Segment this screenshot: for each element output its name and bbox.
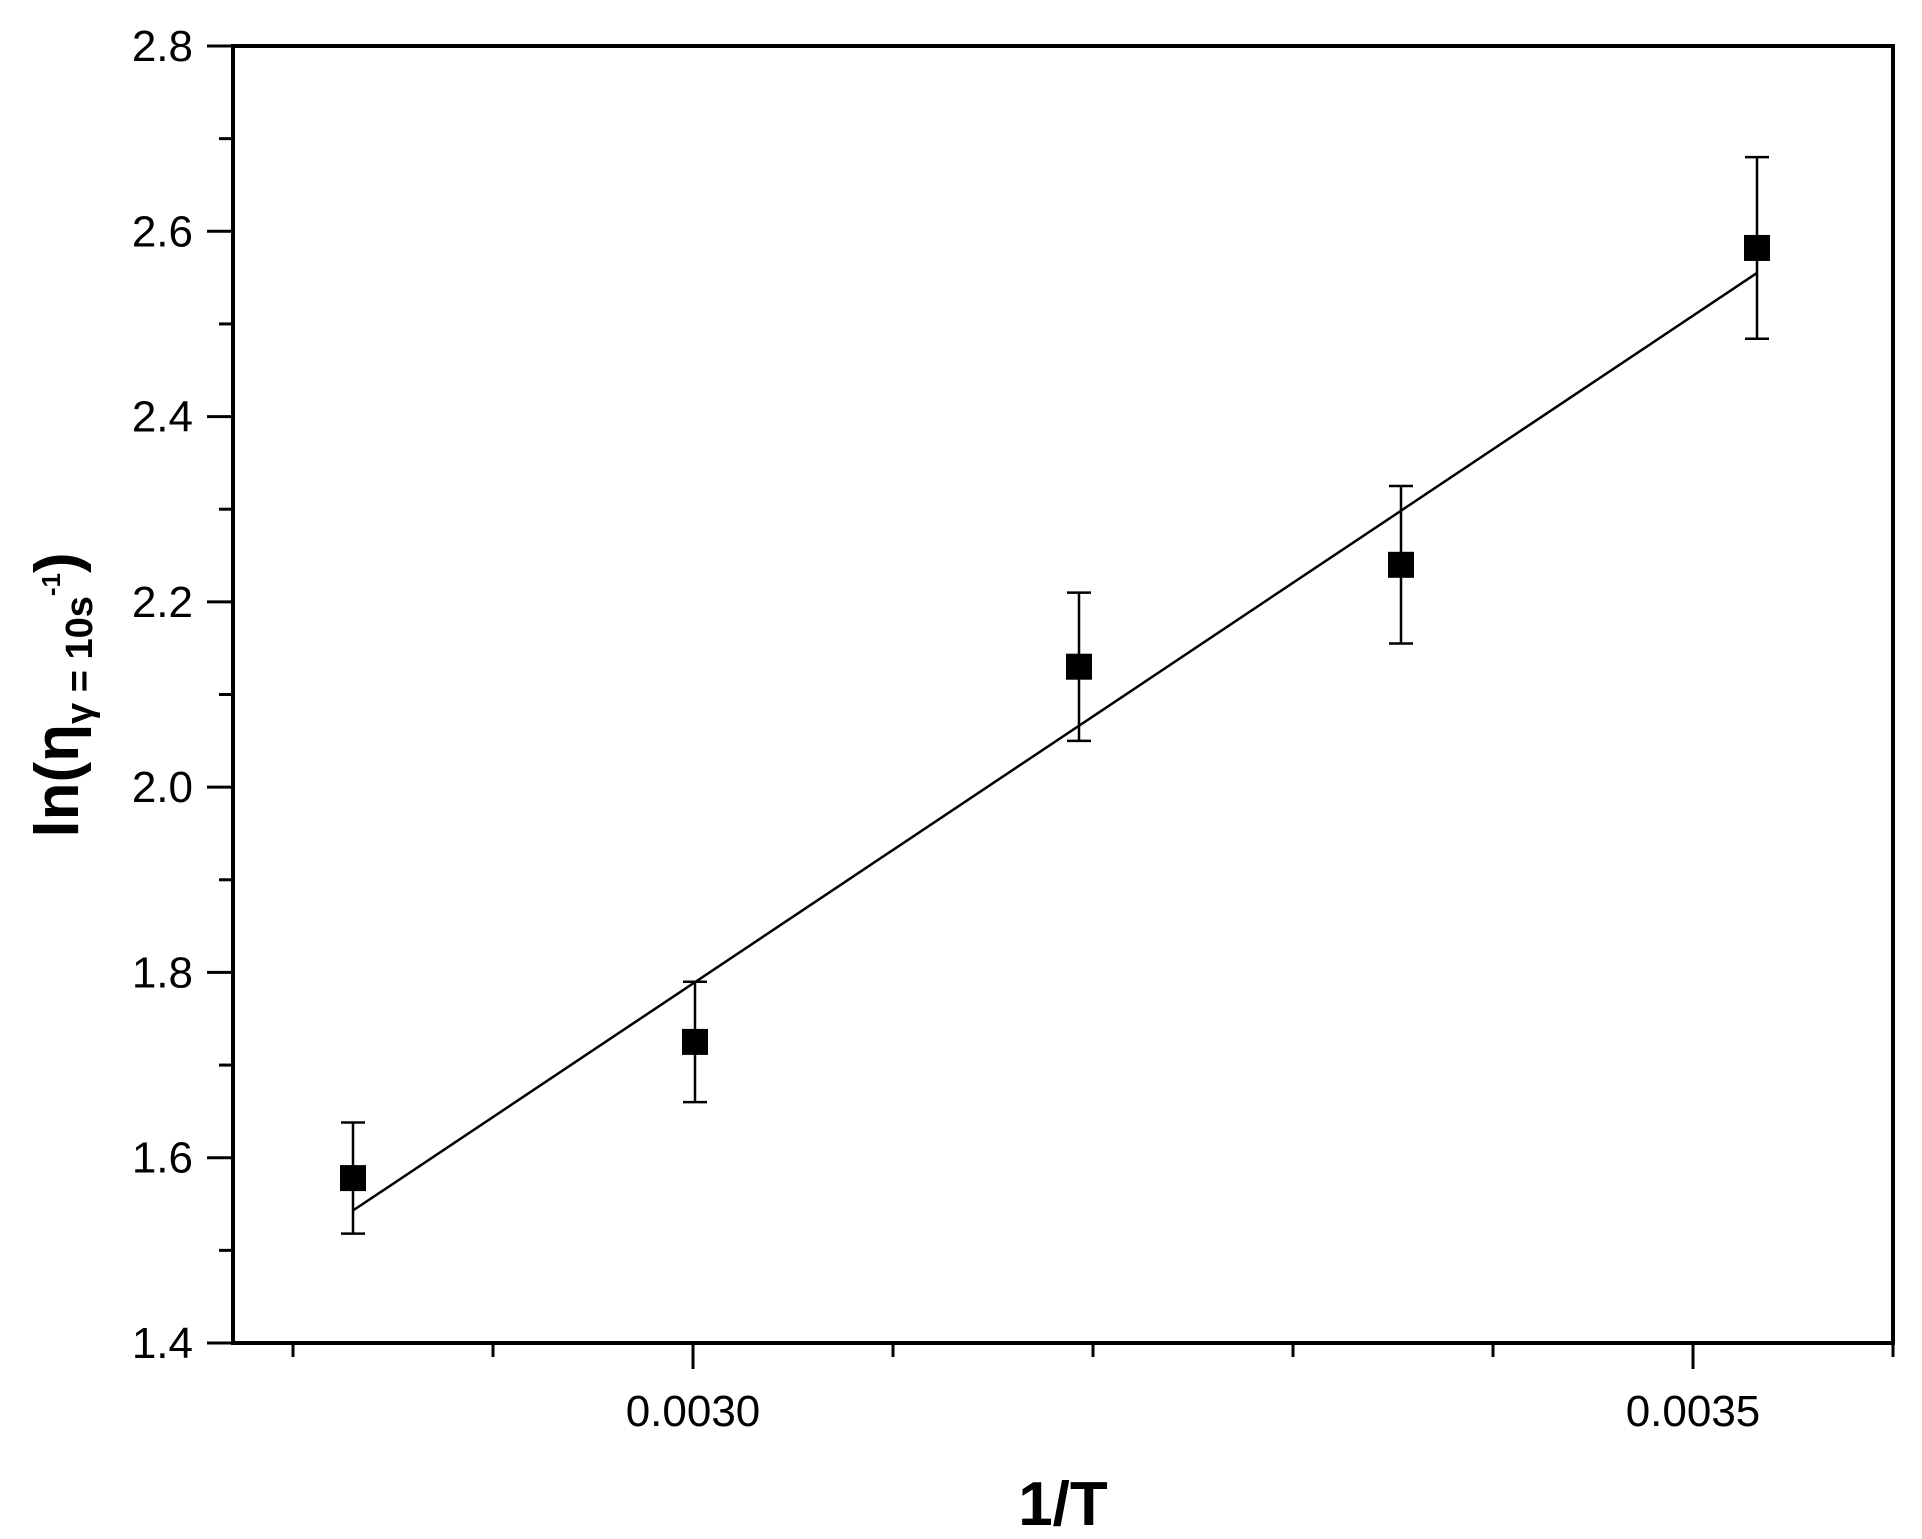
y-axis-title-superscript: -1 — [36, 573, 66, 596]
y-tick-label: 2.2 — [132, 578, 193, 627]
y-axis-title-subscript: γ = 10s — [59, 596, 101, 724]
y-tick-label: 1.6 — [132, 1134, 193, 1183]
y-axis-ticks: 1.4 1.6 1.8 2.0 2.2 2.4 2.6 2.8 — [132, 22, 233, 1368]
y-tick-label: 1.4 — [132, 1319, 193, 1368]
y-axis-title: ln(ηγ = 10s-1) — [23, 552, 101, 837]
data-point — [1388, 551, 1414, 578]
x-tick-label: 0.0035 — [1626, 1387, 1761, 1436]
data-point — [682, 1028, 708, 1055]
data-point — [340, 1165, 366, 1192]
fit-line — [352, 271, 1758, 1212]
y-axis-title-base: ln(η — [23, 724, 92, 838]
y-tick-label: 2.4 — [132, 393, 193, 442]
x-axis-title: 1/T — [1018, 1470, 1108, 1539]
data-point — [1066, 653, 1092, 680]
data-points — [340, 155, 1770, 1235]
x-axis-ticks: 0.0030 0.0035 — [291, 1343, 1895, 1436]
y-tick-label: 1.8 — [132, 948, 193, 997]
y-tick-label: 2.6 — [132, 207, 193, 256]
data-point — [1744, 234, 1770, 261]
x-tick-label: 0.0030 — [626, 1387, 761, 1436]
plot-frame — [231, 44, 1895, 1345]
y-axis-title-close: ) — [23, 552, 92, 573]
fit-line-group — [352, 271, 1758, 1212]
y-tick-label: 2.8 — [132, 22, 193, 71]
y-tick-label: 2.0 — [132, 763, 193, 812]
